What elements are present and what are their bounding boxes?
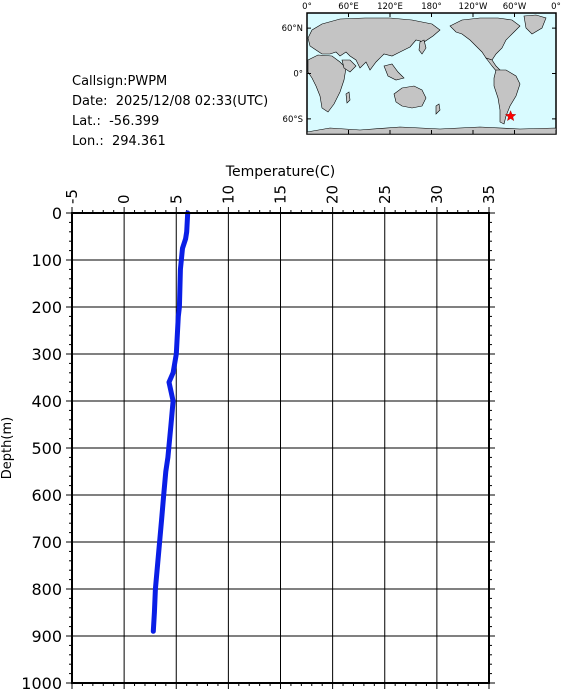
profile-point (159, 516, 164, 521)
float-info-panel: Callsign:PWPM Date: 2025/12/08 02:33(UTC… (72, 72, 268, 152)
date-text: Date: 2025/12/08 02:33(UTC) (72, 94, 269, 109)
profile-point (177, 304, 182, 310)
location-map: 0° 60°E 120°E 180° 120°W 60°W 0° 60°N 0° 60°S (282, 2, 561, 135)
profile-point (166, 380, 172, 385)
profile-point (180, 246, 185, 251)
x-axis-ticks: -5 0 5 10 15 20 25 30 35 (63, 185, 498, 689)
profile-point (155, 563, 160, 568)
profile-point (153, 586, 158, 592)
map-lon-label: 60°E (338, 2, 358, 12)
plot-area (72, 213, 489, 683)
profile-point (157, 539, 162, 545)
map-lat-label: 60°N (282, 24, 303, 34)
profile-point (170, 370, 176, 375)
x-tick-label: 25 (376, 185, 394, 204)
profile-point (176, 314, 181, 319)
plot-frame (71, 212, 490, 684)
x-axis-label: Temperature(C) (225, 164, 335, 180)
map-lon-label: 60°W (503, 2, 527, 12)
map-lon-label: 120°W (459, 2, 488, 12)
map-lon-label: 0° (551, 2, 561, 12)
profile-point (165, 455, 171, 460)
latitude-text: Lat.: -56.399 (72, 114, 160, 129)
land-eurasia (307, 17, 441, 71)
map-lat-label: 0° (293, 70, 303, 80)
profile-point (175, 333, 180, 338)
profile-point (152, 610, 157, 615)
temperature-profile-line (150, 210, 191, 634)
y-axis-label: Depth(m) (0, 417, 15, 479)
y-tick-label: 1000 (21, 674, 62, 690)
profile-point (168, 422, 174, 427)
x-tick-label: 0 (115, 194, 133, 204)
x-tick-label: 15 (272, 185, 290, 204)
longitude-text: Lon.: 294.361 (72, 134, 166, 149)
y-tick-label: 300 (31, 345, 62, 364)
y-tick-label: 100 (31, 251, 62, 270)
land-south-america (493, 69, 521, 125)
profile-point (185, 210, 190, 216)
y-tick-label: 900 (31, 627, 62, 646)
profile-point (161, 492, 166, 498)
land-north-america (449, 17, 521, 61)
land-new-zealand (435, 103, 441, 115)
land-greenland (523, 14, 547, 35)
x-tick-label: -5 (63, 189, 81, 204)
profile-point (170, 398, 176, 404)
y-tick-label: 200 (31, 298, 62, 317)
y-tick-label: 600 (31, 486, 62, 505)
float-location-star-icon (504, 110, 517, 122)
map-lat-label: 60°S (283, 115, 303, 125)
profile-point (183, 236, 188, 242)
chart-grid (71, 212, 490, 684)
profile-point (151, 629, 156, 634)
y-axis-ticks: 0 100 200 300 400 500 600 700 800 900 1000 (21, 204, 495, 690)
profile-point (174, 351, 179, 357)
land-africa (307, 54, 347, 113)
land-arabia (341, 59, 357, 73)
y-tick-label: 0 (52, 204, 62, 223)
x-tick-label: 10 (219, 185, 237, 204)
map-land (306, 14, 557, 135)
land-madagascar (345, 91, 351, 104)
profile-point (163, 469, 169, 474)
x-tick-label: 5 (167, 194, 185, 204)
y-tick-label: 400 (31, 392, 62, 411)
callsign-text: Callsign:PWPM (72, 74, 168, 89)
land-australia (393, 85, 427, 109)
x-tick-label: 20 (324, 185, 342, 204)
land-japan (418, 39, 427, 55)
x-tick-label: 30 (428, 185, 446, 204)
map-lon-label: 180° (421, 2, 441, 12)
map-lon-label: 120°E (377, 2, 403, 12)
y-tick-label: 700 (31, 533, 62, 552)
map-frame-ticks (306, 13, 557, 134)
y-tick-label: 800 (31, 580, 62, 599)
land-southeast-asia (383, 63, 405, 81)
profile-point (184, 229, 189, 234)
profile-points (151, 210, 190, 634)
profile-point (178, 267, 183, 272)
x-tick-label: 35 (480, 185, 498, 204)
y-tick-label: 500 (31, 439, 62, 458)
map-lon-label: 0° (302, 2, 312, 12)
